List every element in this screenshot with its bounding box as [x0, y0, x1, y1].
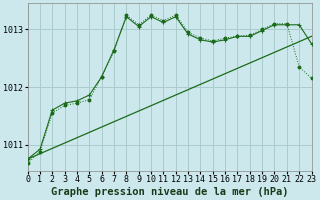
X-axis label: Graphe pression niveau de la mer (hPa): Graphe pression niveau de la mer (hPa) [51, 186, 288, 197]
